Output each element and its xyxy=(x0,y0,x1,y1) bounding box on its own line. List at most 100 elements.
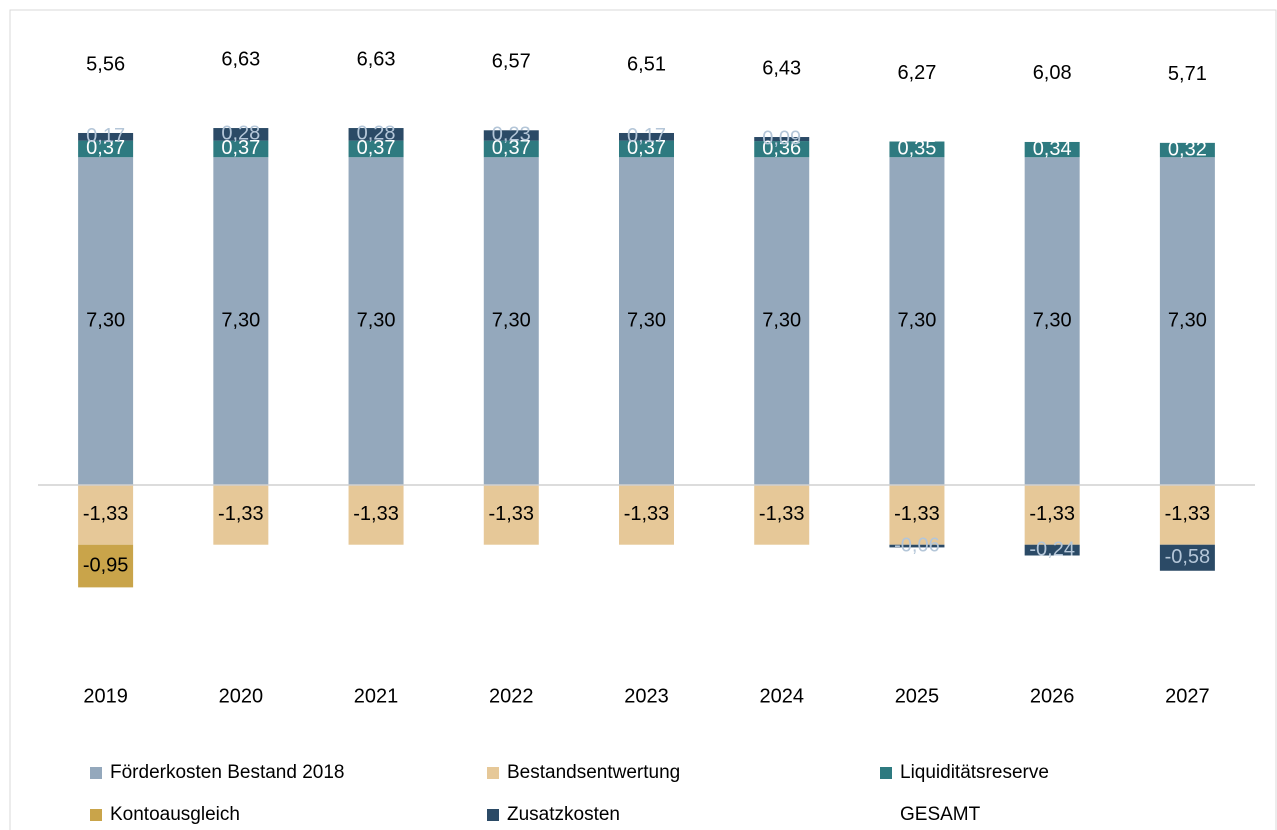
data-label: -0,24 xyxy=(1029,538,1075,560)
bar-segment xyxy=(1024,157,1080,486)
bar-segment xyxy=(754,485,810,545)
bar-segment xyxy=(1159,157,1215,486)
data-label: 7,30 xyxy=(86,309,125,331)
data-label: -1,33 xyxy=(1029,503,1075,525)
data-label: 0,37 xyxy=(86,137,125,159)
x-tick-label: 2022 xyxy=(489,685,534,707)
data-label: 0,34 xyxy=(1033,138,1072,160)
data-label: 7,30 xyxy=(357,309,396,331)
legend-swatch xyxy=(90,809,102,821)
bar-segment xyxy=(78,132,134,141)
x-tick-label: 2021 xyxy=(354,685,399,707)
bar-segment xyxy=(1159,485,1215,545)
bar-segment xyxy=(78,544,134,588)
data-label: 0,17 xyxy=(86,125,125,147)
bar-segment xyxy=(348,128,404,141)
data-label: 0,28 xyxy=(357,123,396,145)
data-label: -1,33 xyxy=(759,503,805,525)
bar-segment xyxy=(483,485,539,545)
bar-segment xyxy=(619,485,674,545)
data-label: 0,23 xyxy=(492,124,531,146)
data-label: 0,37 xyxy=(357,137,396,159)
bar-segment xyxy=(619,140,674,158)
bar-segment xyxy=(1159,544,1215,571)
data-label: 5,56 xyxy=(86,53,125,75)
data-label: -0,58 xyxy=(1165,546,1211,568)
bar-segment xyxy=(483,157,539,486)
bar-segment xyxy=(619,132,674,141)
bar-segment xyxy=(619,157,674,486)
bar-segment xyxy=(1024,544,1080,556)
data-label: 0,35 xyxy=(897,138,936,160)
data-label: 7,30 xyxy=(627,309,666,331)
bar-segment xyxy=(348,485,404,545)
data-label: 0,32 xyxy=(1168,138,1207,160)
bar-segment xyxy=(754,137,810,142)
data-label: 0,37 xyxy=(492,137,531,159)
data-label: 6,43 xyxy=(762,57,801,79)
data-label: -1,33 xyxy=(353,503,399,525)
legend-label: Zusatzkosten xyxy=(507,804,620,825)
bar-segment xyxy=(348,157,404,486)
bar-segment xyxy=(754,157,810,486)
x-tick-label: 2019 xyxy=(83,685,128,707)
data-label: -1,33 xyxy=(488,503,534,525)
data-label: 0,37 xyxy=(627,137,666,159)
legend-label: GESAMT xyxy=(900,804,981,825)
bar-segment xyxy=(213,128,269,141)
data-label: 0,09 xyxy=(762,127,801,149)
bar-segment xyxy=(889,141,945,158)
x-tick-label: 2023 xyxy=(624,685,669,707)
legend-label: Förderkosten Bestand 2018 xyxy=(110,762,345,783)
data-label: 6,08 xyxy=(1033,62,1072,84)
data-label: 5,71 xyxy=(1168,63,1207,85)
x-tick-label: 2026 xyxy=(1030,685,1075,707)
bar-segment xyxy=(78,140,134,158)
bar-segment xyxy=(889,157,945,486)
x-tick-label: 2027 xyxy=(1165,685,1210,707)
x-tick-label: 2024 xyxy=(759,685,804,707)
bar-segment xyxy=(1024,485,1080,545)
data-label: 6,63 xyxy=(357,48,396,70)
data-label: 6,57 xyxy=(492,51,531,73)
bar-segment xyxy=(889,544,945,548)
data-label: 7,30 xyxy=(1033,309,1072,331)
data-label: 0,36 xyxy=(762,137,801,159)
data-label: 7,30 xyxy=(221,309,260,331)
data-label: -0,06 xyxy=(894,534,940,556)
bar-segment xyxy=(1024,141,1080,158)
data-label: 6,63 xyxy=(221,48,260,70)
bar-segment xyxy=(483,130,539,141)
data-label: 7,30 xyxy=(762,309,801,331)
data-label: -1,33 xyxy=(83,503,129,525)
bar-segment xyxy=(889,485,945,545)
data-label: 0,28 xyxy=(221,123,260,145)
bar-segment xyxy=(754,141,810,158)
data-label: 7,30 xyxy=(492,309,531,331)
bar-segment xyxy=(78,485,134,545)
legend-swatch xyxy=(487,767,499,779)
bar-segment xyxy=(483,140,539,158)
x-tick-label: 2025 xyxy=(895,685,940,707)
bar-segment xyxy=(213,140,269,158)
legend-swatch xyxy=(880,767,892,779)
data-label: 6,51 xyxy=(627,53,666,75)
bar-segment xyxy=(213,157,269,486)
data-label: 0,17 xyxy=(627,125,666,147)
legend-swatch xyxy=(90,767,102,779)
data-label: 7,30 xyxy=(897,309,936,331)
bar-segment xyxy=(348,140,404,158)
legend-label: Liquiditätsreserve xyxy=(900,762,1049,783)
legend-label: Kontoausgleich xyxy=(110,804,240,825)
x-tick-label: 2020 xyxy=(219,685,264,707)
data-label: 0,37 xyxy=(221,137,260,159)
data-label: -1,33 xyxy=(624,503,670,525)
bar-segment xyxy=(78,157,134,486)
bar-segment xyxy=(1159,142,1215,158)
legend-swatch xyxy=(487,809,499,821)
chart-border xyxy=(9,9,1277,830)
data-label: -1,33 xyxy=(1165,503,1211,525)
data-label: -1,33 xyxy=(894,503,940,525)
data-label: 6,27 xyxy=(897,62,936,84)
